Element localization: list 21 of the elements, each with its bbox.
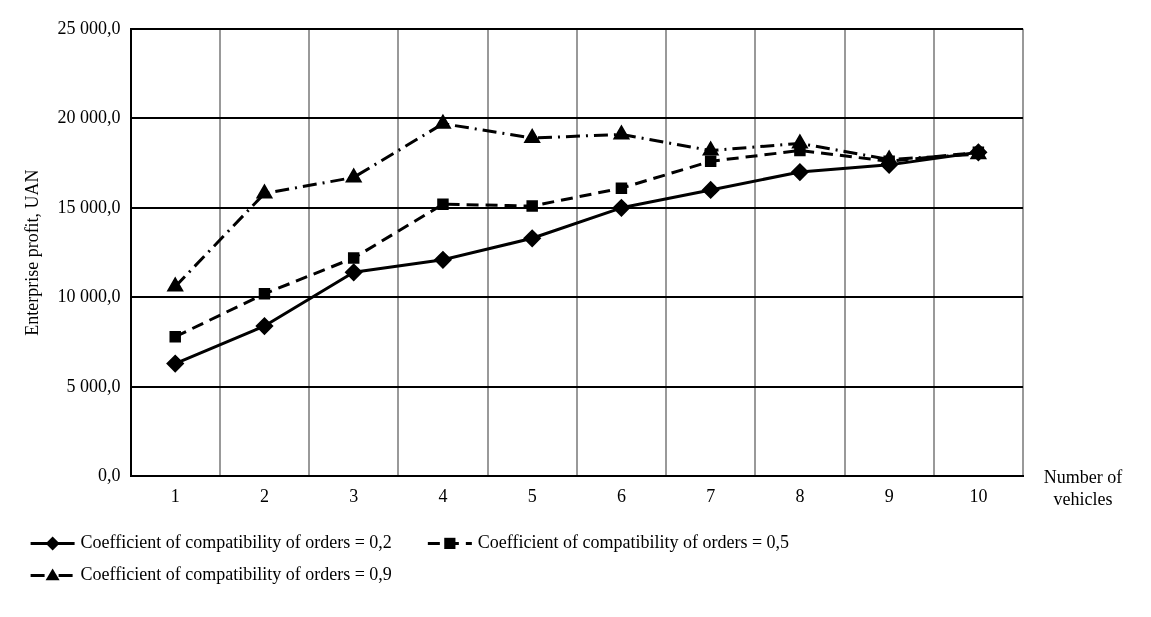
x-tick-label: 2: [259, 485, 269, 506]
x-tick-label: 4: [438, 485, 448, 506]
y-tick-label: 25 000,0: [57, 17, 121, 38]
x-tick-label: 7: [706, 485, 716, 506]
x-axis-title: Number of vehicles: [1043, 467, 1123, 510]
y-tick-label: 15 000,0: [57, 196, 121, 217]
x-tick-label: 5: [527, 485, 537, 506]
y-tick-label: 20 000,0: [57, 107, 121, 128]
x-tick-label: 1: [170, 485, 180, 506]
x-tick-label: 3: [349, 485, 359, 506]
y-tick-label: 5 000,0: [66, 375, 121, 396]
y-tick-label: 10 000,0: [57, 286, 121, 307]
y-tick-label: 0,0: [98, 465, 121, 486]
x-tick-label: 10: [969, 485, 988, 506]
x-tick-label: 6: [616, 485, 626, 506]
legend-label: Coefficient of compatibility of orders = 0,2: [80, 532, 392, 553]
legend-label: Coefficient of compatibility of orders = 0,5: [477, 532, 790, 553]
x-tick-label: 8: [795, 485, 805, 506]
x-tick-label: 9: [884, 485, 894, 506]
y-axis-title: Enterprise profit, UAN: [21, 169, 42, 336]
legend-label: Coefficient of compatibility of orders = 0,9: [80, 564, 392, 585]
